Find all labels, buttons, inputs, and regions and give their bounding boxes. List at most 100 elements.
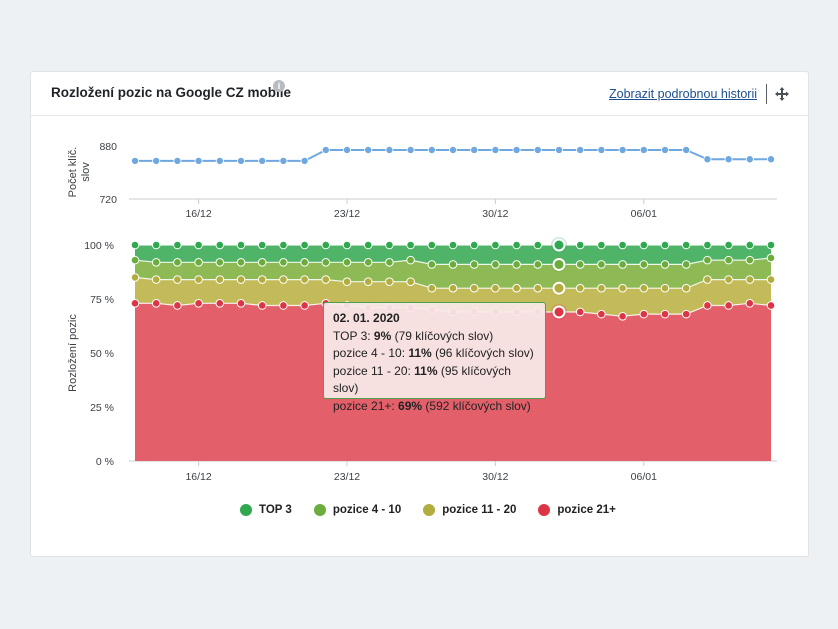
header-divider xyxy=(766,84,767,104)
legend-item-top3[interactable]: TOP 3 xyxy=(240,504,292,516)
data-point-pozice-11-20 xyxy=(257,275,267,284)
legend-item-pozice-21[interactable]: pozice 21+ xyxy=(538,504,616,516)
data-point-top3 xyxy=(703,240,712,250)
info-icon[interactable]: i xyxy=(273,80,285,92)
data-point-pozice-11-20 xyxy=(512,283,521,293)
data-point-pozice-4-10 xyxy=(575,260,585,269)
data-point-pozice-4-10 xyxy=(321,257,331,267)
data-point-top3 xyxy=(724,240,733,250)
keyword-count-point xyxy=(661,145,670,154)
tooltip-row: pozice 11 - 20: 11% (95 klíčových slov) xyxy=(333,363,511,396)
data-point-pozice-4-10 xyxy=(639,260,649,269)
data-point-pozice-11-20 xyxy=(363,277,373,287)
legend-dot-top3 xyxy=(240,504,252,516)
data-point-pozice-11-20 xyxy=(427,283,437,293)
keyword-count-point xyxy=(215,156,224,165)
data-point-pozice-4-10 xyxy=(745,255,755,265)
keyword-count-point xyxy=(597,145,606,154)
data-point-top3 xyxy=(660,240,670,250)
data-point-pozice-11-20 xyxy=(279,275,288,284)
data-point-pozice-4-10 xyxy=(427,260,437,269)
tooltip-row: pozice 21+: 69% (592 klíčových slov) xyxy=(333,398,531,413)
data-point-pozice-21 xyxy=(215,299,225,308)
data-point-pozice-11-20 xyxy=(660,283,670,293)
data-point-pozice-11-20 xyxy=(194,275,203,284)
data-point-pozice-4-10 xyxy=(151,257,161,267)
data-point-pozice-21 xyxy=(597,309,606,319)
move-arrows-icon[interactable] xyxy=(774,86,790,102)
data-point-top3 xyxy=(491,240,500,250)
data-point-top3 xyxy=(406,240,415,250)
data-point-pozice-4-10 xyxy=(215,257,225,267)
data-point-pozice-11-20 xyxy=(745,275,755,284)
data-point-pozice-4-10 xyxy=(173,257,182,267)
legend-item-pozice-11-20[interactable]: pozice 11 - 20 xyxy=(423,504,516,516)
y-tick-label: 25 % xyxy=(90,402,114,414)
data-point-top3 xyxy=(575,240,585,250)
data-point-pozice-21 xyxy=(257,301,267,310)
x-tick-label: 30/12 xyxy=(482,208,508,220)
data-point-pozice-4-10 xyxy=(681,260,691,269)
area-band-top3 xyxy=(135,245,771,265)
legend-item-pozice-4-10[interactable]: pozice 4 - 10 xyxy=(313,504,401,516)
data-point-top3 xyxy=(745,240,755,250)
keyword-count-point xyxy=(533,145,542,154)
x-tick-label: 23/12 xyxy=(334,471,360,483)
keyword-count-point xyxy=(512,145,521,154)
keyword-count-point xyxy=(618,145,627,154)
data-point-pozice-21 xyxy=(151,299,161,308)
data-point-pozice-11-20 xyxy=(321,275,331,284)
y-tick-label: 880 xyxy=(99,141,117,153)
data-point-pozice-11-20 xyxy=(703,275,712,284)
data-point-top3 xyxy=(533,240,543,250)
data-point-pozice-11-20 xyxy=(406,277,415,287)
history-link[interactable]: Zobrazit podrobnou historii xyxy=(609,87,757,101)
data-point-pozice-4-10 xyxy=(512,260,521,269)
keyword-count-point xyxy=(342,145,351,154)
keyword-count-point xyxy=(724,155,733,164)
data-point-pozice-21 xyxy=(300,301,309,310)
x-tick-label: 16/12 xyxy=(185,208,211,220)
data-point-top3 xyxy=(681,240,691,250)
data-point-top3 xyxy=(236,240,246,250)
data-point-pozice-11-20 xyxy=(342,277,352,287)
x-tick-label: 23/12 xyxy=(334,208,360,220)
data-point-pozice-21 xyxy=(703,301,712,310)
legend-dot-pozice-21 xyxy=(538,504,551,516)
data-point-pozice-11-20 xyxy=(236,275,246,284)
tooltip-row: pozice 4 - 10: 11% (96 klíčových slov) xyxy=(333,346,534,360)
data-point-top3 xyxy=(427,240,437,250)
legend-dot-pozice-11-20 xyxy=(423,504,436,516)
data-point-pozice-4-10 xyxy=(406,255,415,265)
data-point-top3 xyxy=(173,240,182,250)
data-point-pozice-4-10 xyxy=(385,257,394,267)
data-point-pozice-11-20 xyxy=(215,275,225,284)
y-tick-label: 100 % xyxy=(84,240,114,252)
data-point-pozice-11-20 xyxy=(618,283,627,293)
data-point-top3 xyxy=(597,240,606,250)
keyword-count-point xyxy=(767,155,776,164)
data-point-top3 xyxy=(257,240,267,250)
keyword-count-point xyxy=(300,156,309,165)
legend-label: pozice 21+ xyxy=(557,504,616,516)
area-band-pozice-4-10 xyxy=(135,258,771,289)
data-point-pozice-4-10 xyxy=(533,260,543,269)
card-title: Rozložení pozic na Google CZ mobile xyxy=(51,85,292,100)
data-point-pozice-11-20 xyxy=(681,283,691,293)
legend-label: pozice 11 - 20 xyxy=(442,504,517,516)
data-point-pozice-11-20 xyxy=(385,277,394,287)
data-point-top3 xyxy=(448,240,458,250)
data-point-pozice-4-10 xyxy=(448,260,458,269)
data-point-top3 xyxy=(512,240,521,250)
data-point-top3 xyxy=(279,240,288,250)
area-band-pozice-11-20 xyxy=(135,277,771,317)
data-point-pozice-21 xyxy=(660,309,670,319)
data-point-pozice-4-10 xyxy=(724,255,733,265)
data-point-pozice-21 xyxy=(575,307,585,317)
keyword-count-point xyxy=(236,156,245,165)
data-point-pozice-11-20 xyxy=(766,275,776,284)
keyword-count-point xyxy=(576,145,585,154)
data-point-top3 xyxy=(552,238,566,252)
data-point-pozice-4-10 xyxy=(491,260,500,269)
keyword-count-point xyxy=(194,156,203,165)
